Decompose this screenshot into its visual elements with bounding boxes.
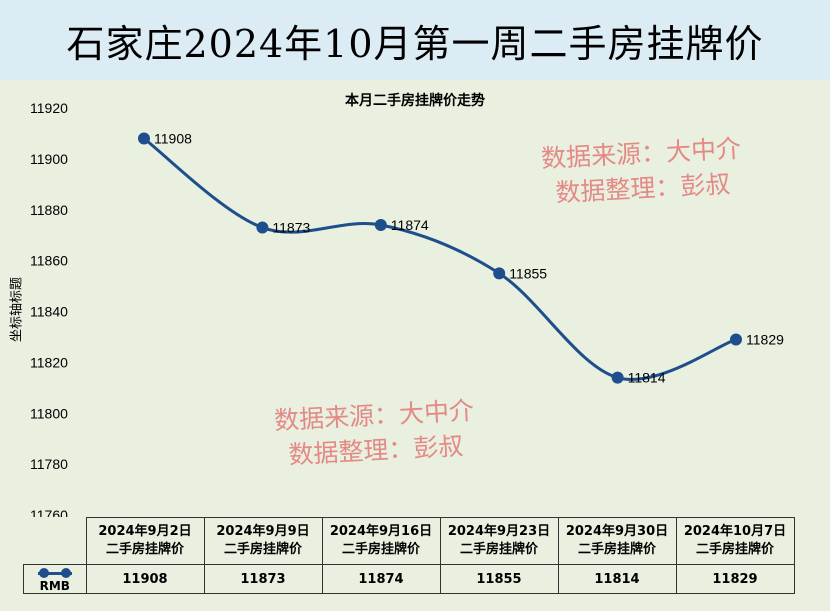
data-label: 11908 bbox=[154, 131, 192, 147]
table-value: 11829 bbox=[675, 564, 795, 594]
table-value: 11855 bbox=[439, 564, 559, 594]
category-label: 2024年9月9日 二手房挂牌价 bbox=[203, 517, 323, 565]
data-points bbox=[138, 132, 742, 384]
y-tick-label: 11900 bbox=[30, 151, 68, 167]
category-label: 2024年9月2日 二手房挂牌价 bbox=[85, 517, 205, 565]
y-tick-label: 11860 bbox=[30, 253, 68, 269]
legend-key-icon bbox=[38, 567, 73, 579]
data-table-header-row: 2024年9月2日 二手房挂牌价 2024年9月9日 二手房挂牌价 2024年9月1… bbox=[23, 517, 795, 565]
category-label: 2024年9月16日 二手房挂牌价 bbox=[321, 517, 441, 565]
data-point bbox=[493, 267, 506, 280]
watermark-top: 数据来源：大中介 数据整理：彭叔 bbox=[520, 130, 763, 212]
y-tick-label: 11780 bbox=[30, 456, 68, 472]
data-labels: 11908 11873 11874 11855 11814 11829 bbox=[154, 131, 784, 386]
y-tick-label: 11840 bbox=[30, 304, 68, 320]
data-point bbox=[730, 333, 742, 346]
y-tick-label: 11820 bbox=[30, 354, 68, 370]
data-table-value-row: RMB 11908 11873 11874 11855 11814 11829 bbox=[23, 564, 795, 594]
data-label: 11874 bbox=[391, 217, 429, 233]
series-name: RMB bbox=[39, 579, 70, 593]
data-table: 2024年9月2日 二手房挂牌价 2024年9月9日 二手房挂牌价 2024年9月1… bbox=[23, 517, 795, 594]
category-label: 2024年9月30日 二手房挂牌价 bbox=[557, 517, 677, 565]
category-label: 2024年9月23日 二手房挂牌价 bbox=[439, 517, 559, 565]
y-tick-label: 11880 bbox=[30, 202, 68, 218]
data-label: 11829 bbox=[746, 331, 784, 347]
data-table-corner bbox=[23, 517, 87, 565]
title-banner: 石家庄2024年10月第一周二手房挂牌价 bbox=[0, 0, 830, 80]
data-label: 11814 bbox=[628, 370, 666, 386]
data-point bbox=[374, 219, 387, 232]
data-point bbox=[138, 132, 150, 145]
table-value: 11874 bbox=[321, 564, 441, 594]
legend-entry-rmb: RMB bbox=[23, 564, 87, 594]
data-point bbox=[256, 221, 269, 234]
data-point bbox=[611, 371, 624, 384]
table-value: 11873 bbox=[203, 564, 323, 594]
y-axis-ticks: 1176011780118001182011840118601188011900… bbox=[30, 100, 68, 523]
table-value: 11814 bbox=[557, 564, 677, 594]
series-line-rmb bbox=[143, 137, 737, 381]
data-label: 11873 bbox=[272, 220, 310, 236]
chart-title: 本月二手房挂牌价走势 bbox=[345, 93, 485, 109]
category-label: 2024年10月7日 二手房挂牌价 bbox=[675, 517, 795, 565]
page-title: 石家庄2024年10月第一周二手房挂牌价 bbox=[66, 21, 764, 66]
y-tick-label: 11800 bbox=[30, 405, 68, 421]
watermark-bottom: 数据来源：大中介 数据整理：彭叔 bbox=[253, 392, 496, 474]
data-label: 11855 bbox=[509, 265, 547, 281]
y-tick-label: 11920 bbox=[30, 100, 68, 116]
table-value: 11908 bbox=[85, 564, 205, 594]
